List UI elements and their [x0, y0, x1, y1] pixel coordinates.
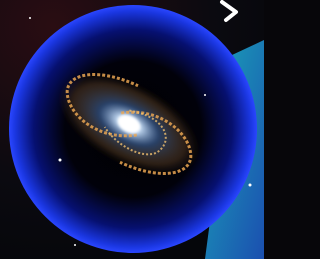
screenshot — [0, 0, 264, 259]
star — [59, 159, 62, 162]
star — [29, 17, 31, 19]
star — [249, 184, 252, 187]
star — [74, 244, 76, 246]
page — [0, 0, 320, 259]
star — [204, 94, 206, 96]
